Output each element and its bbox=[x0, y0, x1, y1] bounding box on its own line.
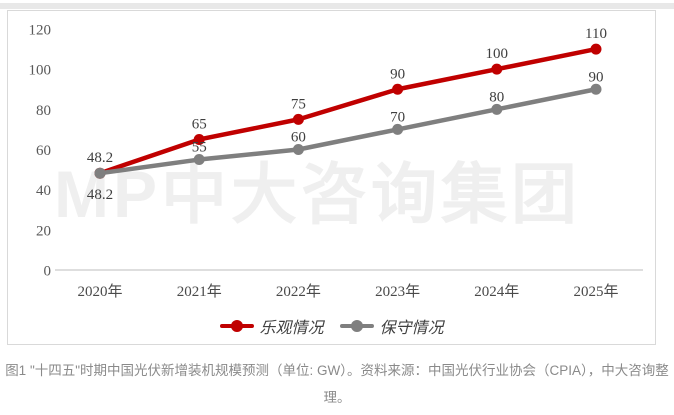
svg-text:2021年: 2021年 bbox=[177, 283, 222, 300]
figure-caption-line2: 理。 bbox=[323, 390, 351, 405]
optimistic-series-marker-icon bbox=[219, 320, 254, 332]
legend-item-conservative: 保守情况 bbox=[339, 314, 444, 338]
legend-dot-icon bbox=[230, 320, 243, 332]
svg-text:20: 20 bbox=[36, 223, 51, 239]
chart-legend: 乐观情况 保守情况 bbox=[219, 314, 444, 338]
svg-text:100: 100 bbox=[486, 46, 509, 62]
figure-caption: 图1 "十四五"时期中国光伏新增装机规模预测（单位: GW）。资料来源：中国光伏… bbox=[0, 357, 674, 411]
svg-text:100: 100 bbox=[29, 63, 52, 79]
legend-item-optimistic: 乐观情况 bbox=[219, 314, 324, 338]
legend-dot-icon bbox=[350, 320, 363, 332]
conservative-series-marker-icon bbox=[339, 320, 374, 332]
svg-text:2022年: 2022年 bbox=[276, 283, 321, 300]
svg-text:40: 40 bbox=[36, 183, 51, 199]
chart-panel: MP中大咨询集团 0 20 40 60 80 100 120 2020年 2021年 2022年 2… bbox=[7, 10, 656, 345]
svg-text:90: 90 bbox=[390, 66, 405, 82]
svg-text:65: 65 bbox=[192, 116, 207, 132]
figure-caption-line1: 图1 "十四五"时期中国光伏新增装机规模预测（单位: GW）。资料来源：中国光伏… bbox=[5, 363, 669, 378]
svg-text:0: 0 bbox=[44, 264, 52, 280]
y-axis-labels: 0 20 40 60 80 100 120 bbox=[29, 23, 52, 280]
top-divider bbox=[0, 3, 674, 9]
svg-text:2020年: 2020年 bbox=[77, 283, 122, 300]
svg-text:90: 90 bbox=[589, 69, 604, 85]
svg-text:2025年: 2025年 bbox=[573, 283, 618, 300]
svg-text:110: 110 bbox=[585, 26, 607, 42]
legend-label-optimistic: 乐观情况 bbox=[259, 320, 324, 337]
svg-text:55: 55 bbox=[192, 140, 207, 156]
line-chart: 0 20 40 60 80 100 120 2020年 2021年 2022年 2023年 2024年… bbox=[29, 23, 643, 300]
legend-label-conservative: 保守情况 bbox=[379, 320, 444, 337]
svg-text:2023年: 2023年 bbox=[375, 283, 420, 300]
svg-text:70: 70 bbox=[390, 109, 405, 125]
svg-text:120: 120 bbox=[29, 23, 52, 39]
svg-text:80: 80 bbox=[36, 103, 51, 119]
svg-text:48.2: 48.2 bbox=[87, 150, 113, 166]
svg-text:80: 80 bbox=[489, 89, 504, 105]
svg-text:75: 75 bbox=[291, 96, 306, 112]
series-1-conservative: 48.2 55 60 70 80 90 bbox=[87, 69, 604, 203]
svg-text:48.2: 48.2 bbox=[87, 187, 113, 203]
svg-text:60: 60 bbox=[291, 130, 306, 146]
svg-text:2024年: 2024年 bbox=[474, 283, 519, 300]
svg-text:60: 60 bbox=[36, 143, 51, 159]
x-axis-labels: 2020年 2021年 2022年 2023年 2024年 2025年 bbox=[77, 283, 618, 300]
